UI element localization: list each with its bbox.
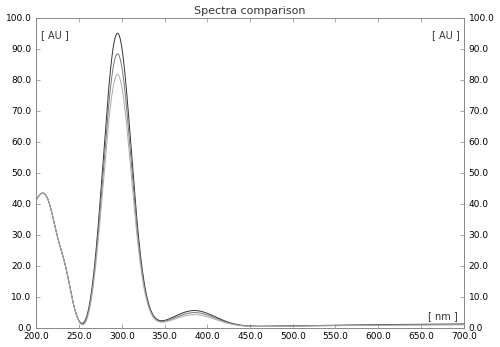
Text: [ AU ]: [ AU ] <box>432 30 460 40</box>
Text: [ AU ]: [ AU ] <box>40 30 68 40</box>
Text: [ nm ]: [ nm ] <box>428 311 458 321</box>
Title: Spectra comparison: Spectra comparison <box>194 6 306 16</box>
